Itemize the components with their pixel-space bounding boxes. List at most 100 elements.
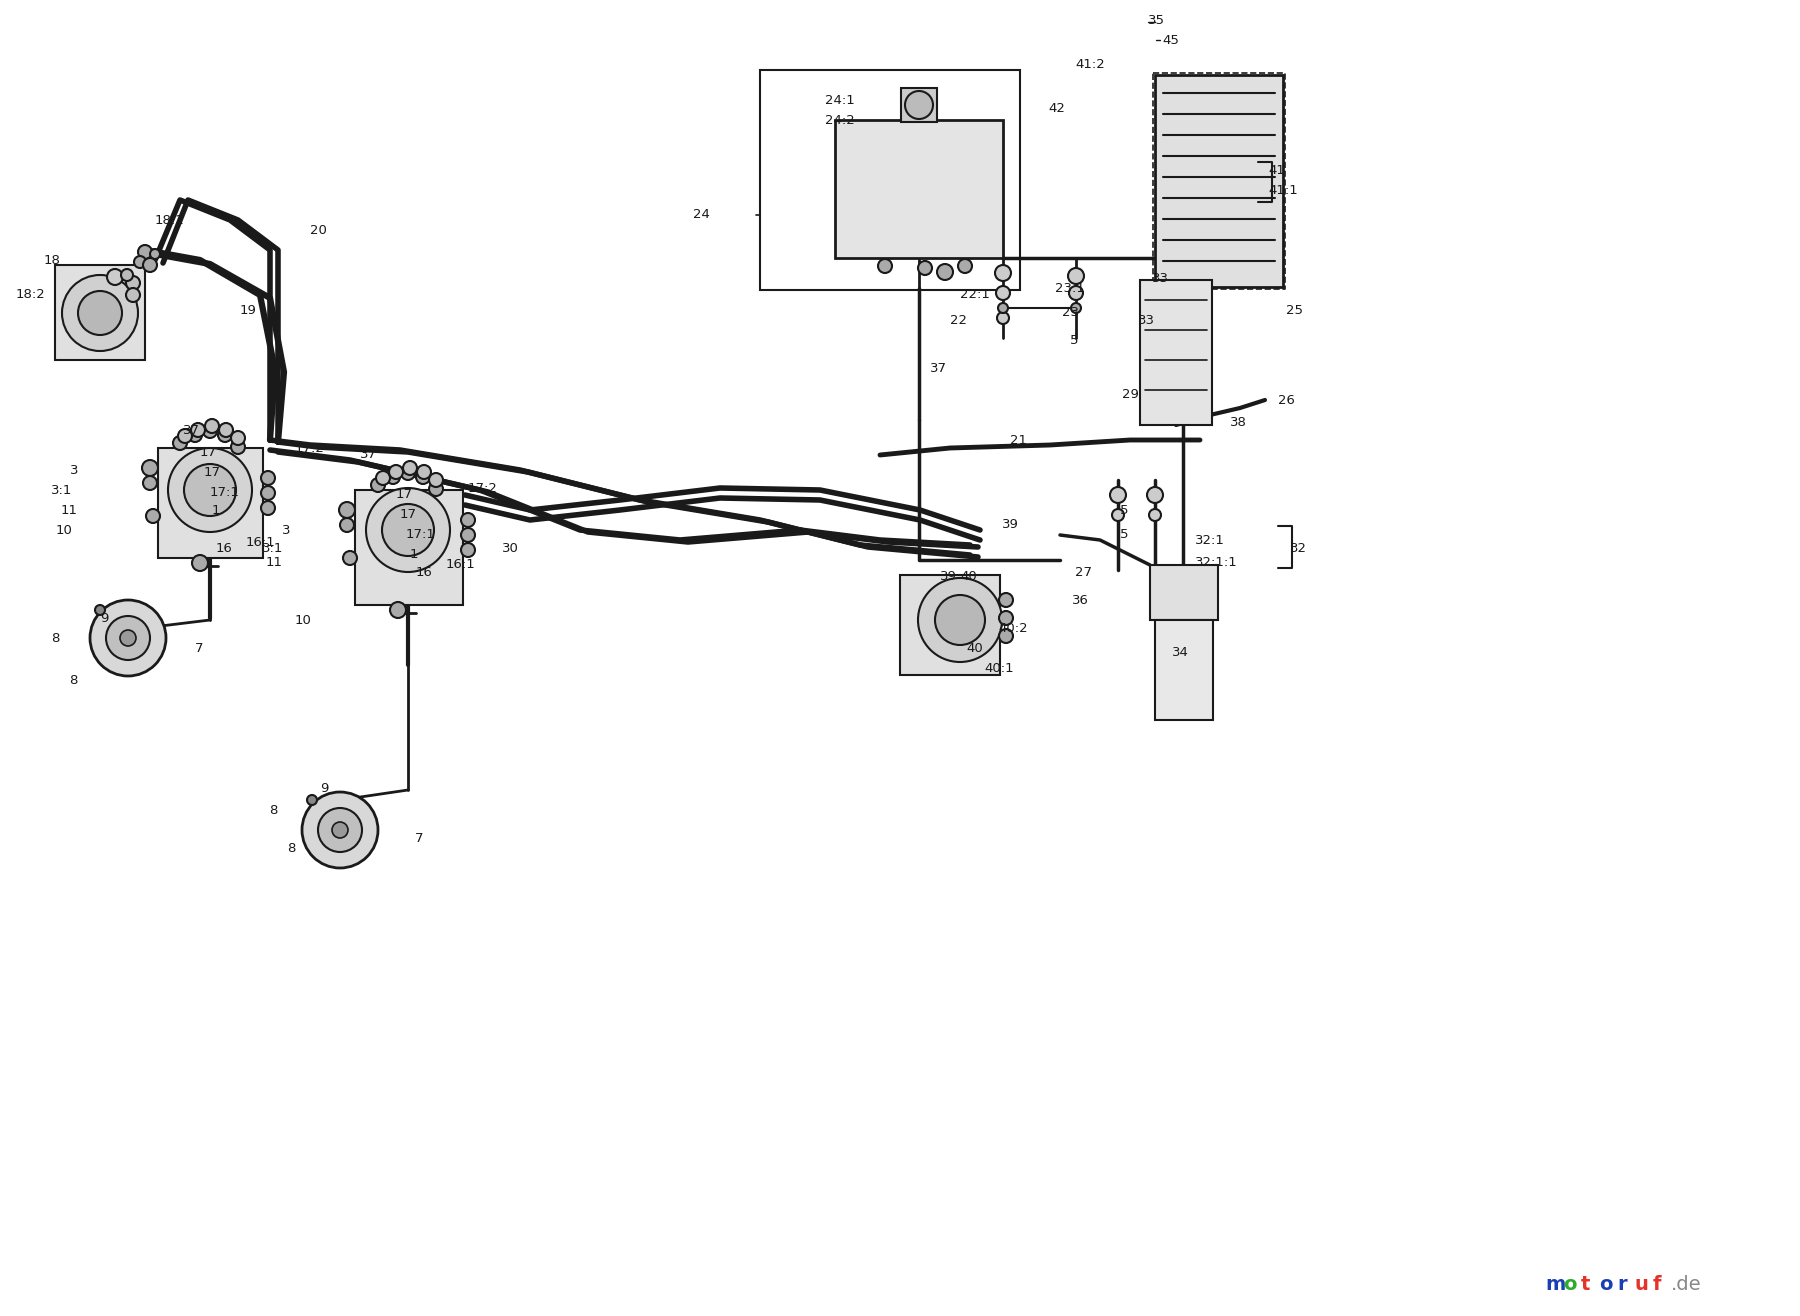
Text: 18:1: 18:1 [155, 213, 185, 226]
Bar [1150, 565, 1219, 620]
Text: 19: 19 [239, 304, 257, 317]
Text: 8: 8 [286, 841, 295, 854]
Text: 17: 17 [200, 446, 218, 458]
Circle shape [344, 551, 356, 565]
Circle shape [461, 528, 475, 542]
Circle shape [1112, 509, 1123, 521]
Circle shape [218, 428, 232, 442]
Circle shape [126, 276, 140, 290]
Text: 21: 21 [1010, 433, 1028, 446]
Circle shape [126, 288, 140, 301]
Text: 39: 39 [940, 570, 958, 583]
Text: .de: .de [1670, 1275, 1701, 1295]
Circle shape [142, 258, 157, 272]
Text: 17:1: 17:1 [211, 486, 239, 499]
Circle shape [121, 268, 133, 282]
Circle shape [418, 465, 430, 479]
Text: 1: 1 [212, 504, 220, 516]
Circle shape [1067, 268, 1084, 284]
Circle shape [95, 605, 104, 615]
Bar [1156, 620, 1213, 720]
Text: 38: 38 [1229, 416, 1247, 429]
Circle shape [139, 245, 151, 259]
Text: 17:2: 17:2 [295, 441, 324, 454]
Text: 5: 5 [1120, 528, 1129, 541]
Text: 3: 3 [70, 463, 77, 476]
Text: 20: 20 [310, 224, 328, 237]
Circle shape [149, 249, 160, 259]
Circle shape [331, 822, 347, 838]
Circle shape [133, 257, 146, 268]
Text: 10: 10 [56, 524, 72, 537]
Circle shape [461, 544, 475, 557]
Text: 17: 17 [400, 508, 418, 521]
Text: 32:1: 32:1 [1195, 533, 1224, 546]
Circle shape [999, 611, 1013, 625]
Circle shape [308, 795, 317, 805]
Circle shape [340, 519, 355, 532]
Text: 41:1: 41:1 [1267, 183, 1298, 196]
Circle shape [173, 436, 187, 450]
Circle shape [997, 312, 1010, 324]
Text: 5: 5 [1120, 504, 1129, 516]
Circle shape [391, 601, 407, 619]
Text: 7: 7 [416, 832, 423, 845]
Text: 22:1: 22:1 [959, 288, 990, 301]
Bar [1139, 280, 1211, 425]
Text: 30: 30 [502, 541, 518, 554]
Text: 41: 41 [1267, 163, 1285, 176]
Bar [56, 265, 146, 361]
Text: 42: 42 [1048, 101, 1066, 114]
Circle shape [187, 428, 202, 442]
Circle shape [1111, 487, 1127, 503]
Text: t: t [1580, 1275, 1591, 1295]
Circle shape [385, 470, 400, 484]
Text: 3: 3 [281, 524, 290, 537]
Circle shape [918, 578, 1003, 662]
Circle shape [61, 275, 139, 351]
Circle shape [1069, 286, 1084, 300]
Bar [1156, 75, 1283, 287]
Text: 17:2: 17:2 [468, 482, 499, 495]
Circle shape [142, 476, 157, 490]
Text: 8: 8 [268, 804, 277, 816]
Text: 37: 37 [184, 424, 200, 437]
Bar [355, 490, 463, 605]
Circle shape [319, 808, 362, 851]
Text: u: u [1634, 1275, 1649, 1295]
Circle shape [938, 265, 952, 280]
Circle shape [90, 600, 166, 676]
Circle shape [261, 471, 275, 486]
Text: 29: 29 [1121, 388, 1139, 401]
Text: r: r [1616, 1275, 1627, 1295]
Text: 18:2: 18:2 [14, 288, 45, 301]
Text: 17:1: 17:1 [407, 528, 436, 541]
Text: 23:1: 23:1 [1055, 282, 1085, 295]
Text: 9: 9 [101, 612, 108, 625]
Text: 3:1: 3:1 [50, 483, 72, 496]
Text: 45: 45 [1163, 33, 1179, 46]
Circle shape [376, 471, 391, 486]
Circle shape [261, 486, 275, 500]
Text: 37: 37 [360, 449, 376, 462]
Text: 25: 25 [1285, 304, 1303, 317]
Text: 34: 34 [1172, 646, 1188, 658]
Circle shape [999, 629, 1013, 644]
Circle shape [1071, 303, 1082, 313]
Text: 16:1: 16:1 [446, 558, 475, 571]
Circle shape [191, 422, 205, 437]
Text: 16: 16 [216, 541, 232, 554]
Circle shape [995, 286, 1010, 300]
Text: 41:2: 41:2 [1075, 58, 1105, 71]
Text: 32:1:1: 32:1:1 [1195, 555, 1238, 569]
Circle shape [371, 478, 385, 492]
Text: 37: 37 [931, 362, 947, 375]
Circle shape [261, 501, 275, 515]
Circle shape [106, 616, 149, 661]
Text: o: o [1598, 1275, 1613, 1295]
Circle shape [995, 265, 1012, 282]
Circle shape [1148, 509, 1161, 521]
Text: 8: 8 [70, 674, 77, 687]
Circle shape [77, 291, 122, 336]
Circle shape [184, 465, 236, 516]
